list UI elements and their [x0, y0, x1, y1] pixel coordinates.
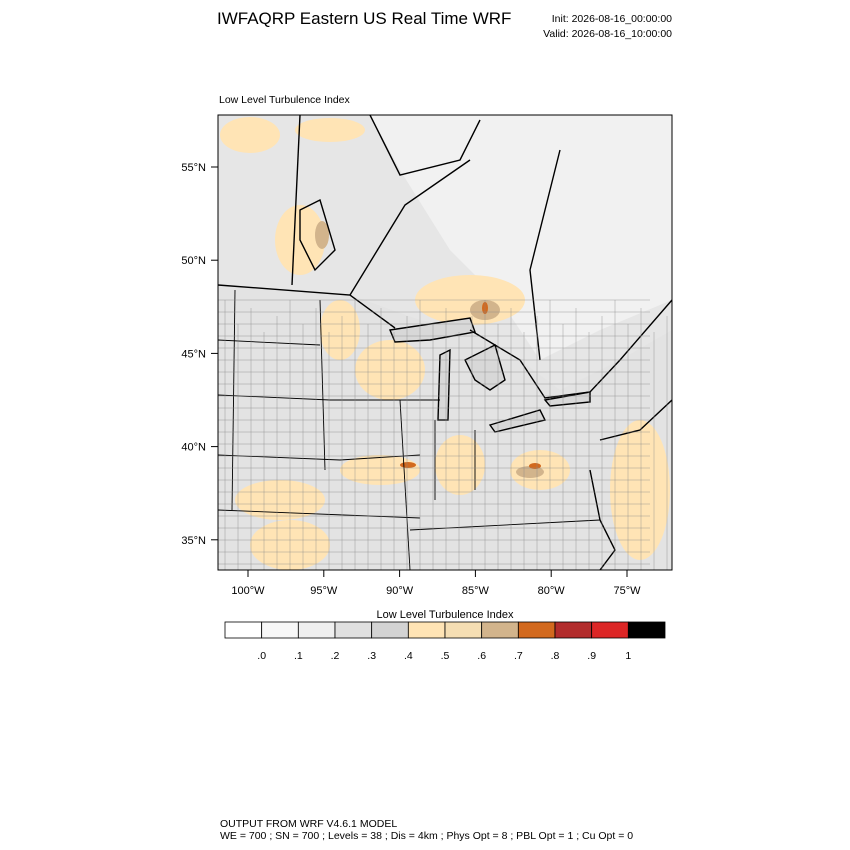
lat-label: 45°N: [181, 348, 206, 360]
colorbar-box: [261, 621, 299, 639]
colorbar-label: .3: [367, 650, 376, 662]
colorbar-box: [481, 621, 519, 639]
state-lines: [218, 289, 601, 570]
map-subtitle: Low Level Turbulence Index: [219, 94, 351, 106]
colorbar-box: [554, 621, 593, 639]
colorbar-label: .7: [514, 650, 523, 662]
colorbar-label: .5: [441, 650, 450, 662]
lon-label: 75°W: [613, 585, 641, 597]
colorbar-title: Low Level Turbulence Index: [377, 609, 514, 621]
colorbar-label: 1: [625, 650, 631, 662]
lat-label: 50°N: [181, 255, 206, 267]
colorbar-box: [627, 621, 666, 639]
colorbar: .0 .1 .2 .3 .4 .5 .6 .7 .8 .9 1: [224, 621, 666, 662]
title: IWFAQRP Eastern US Real Time WRF: [217, 9, 511, 28]
colorbar-box: [517, 621, 556, 639]
colorbar-label: .0: [257, 650, 266, 662]
map: [218, 115, 672, 570]
init-time: Init: 2026-08-16_00:00:00: [552, 13, 672, 25]
borders: [218, 115, 672, 570]
colorbar-box: [591, 621, 629, 639]
turbulence-patches: [220, 117, 670, 570]
colorbar-label: .2: [331, 650, 340, 662]
colorbar-label: .9: [587, 650, 596, 662]
colorbar-box: [444, 621, 483, 639]
lat-label: 40°N: [181, 442, 206, 454]
lon-label: 80°W: [538, 585, 566, 597]
lon-label: 85°W: [462, 585, 490, 597]
colorbar-box: [297, 621, 336, 639]
colorbar-box: [371, 621, 409, 639]
map-frame: [217, 114, 673, 571]
county-lines: [218, 299, 668, 570]
lat-axis: 55°N 50°N 45°N 40°N 35°N: [181, 162, 218, 547]
lon-label: 100°W: [231, 585, 265, 597]
colorbar-label: .4: [404, 650, 413, 662]
colorbar-box: [407, 621, 446, 639]
valid-time: Valid: 2026-08-16_10:00:00: [543, 28, 672, 40]
lat-label: 55°N: [181, 162, 206, 174]
footer-line: OUTPUT FROM WRF V4.6.1 MODEL: [220, 818, 397, 830]
colorbar-box: [334, 621, 373, 639]
lon-label: 90°W: [386, 585, 414, 597]
colorbar-label: .8: [551, 650, 560, 662]
lat-label: 35°N: [181, 535, 206, 547]
colorbar-label: .6: [477, 650, 486, 662]
footer-line: WE = 700 ; SN = 700 ; Levels = 38 ; Dis …: [220, 830, 633, 842]
colorbar-label: .1: [294, 650, 303, 662]
lon-axis: 100°W 95°W 90°W 85°W 80°W 75°W: [231, 570, 641, 597]
colorbar-box: [224, 621, 263, 639]
lon-label: 95°W: [310, 585, 338, 597]
